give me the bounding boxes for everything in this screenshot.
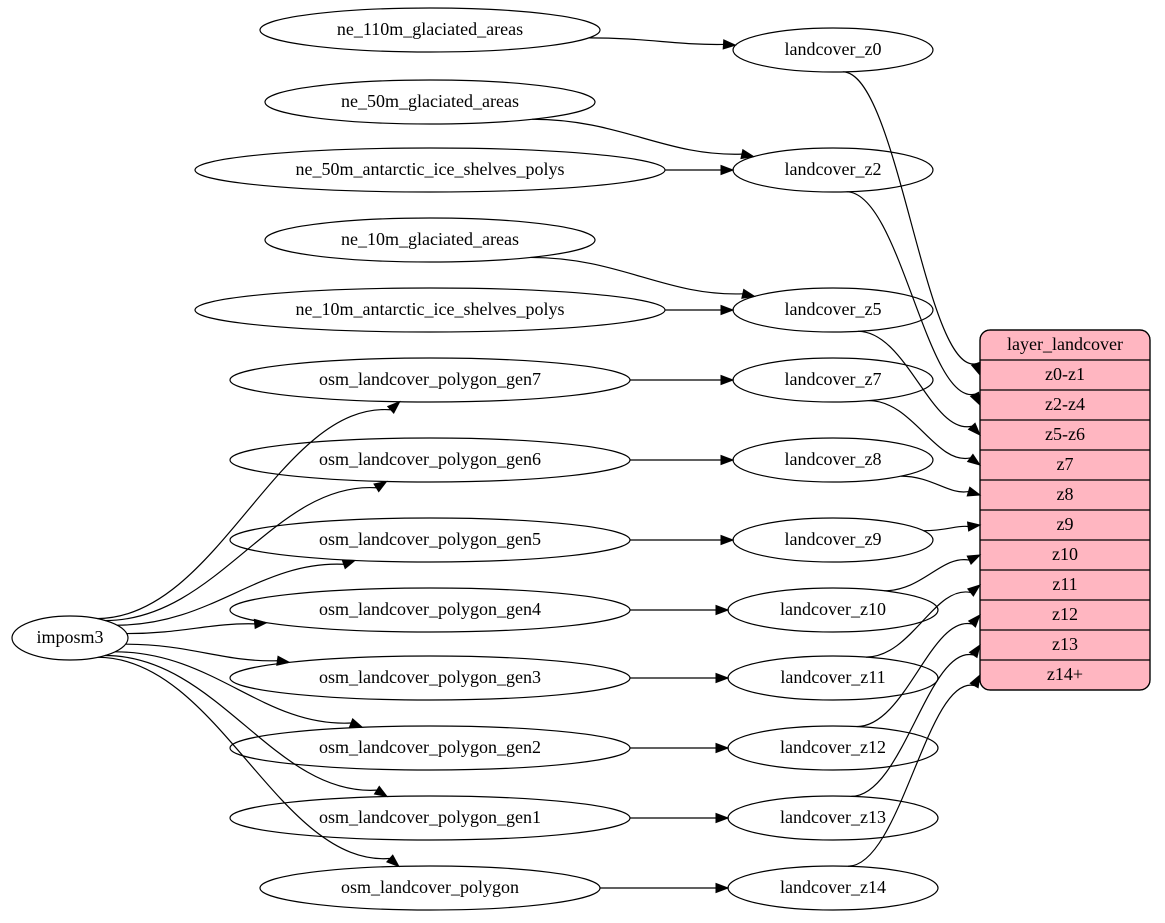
table-row-4: z8 <box>1057 484 1074 504</box>
edge-gen1-z13 <box>630 814 728 823</box>
edge-imposm3-gen7 <box>97 402 400 619</box>
node-gen2: osm_landcover_polygon_gen2 <box>230 726 630 770</box>
edge-gen4-z10 <box>630 606 728 615</box>
node-label-ne50g: ne_50m_glaciated_areas <box>341 91 519 111</box>
node-z9: landcover_z9 <box>733 518 933 562</box>
node-gen5: osm_landcover_polygon_gen5 <box>230 518 630 562</box>
node-z12: landcover_z12 <box>728 726 938 770</box>
node-imposm3: imposm3 <box>12 616 128 660</box>
node-label-z14: landcover_z14 <box>780 877 886 897</box>
table-row-9: z13 <box>1052 634 1078 654</box>
node-z2: landcover_z2 <box>733 148 933 192</box>
node-z5: landcover_z5 <box>733 288 933 332</box>
node-z14: landcover_z14 <box>728 866 938 910</box>
layer-table: layer_landcover z0-z1 z2-z4 z5-z6 z7 z8 z9 z10 z… <box>980 330 1150 690</box>
node-ne50a: ne_50m_antarctic_ice_shelves_polys <box>195 148 665 192</box>
table-row-5: z9 <box>1057 514 1074 534</box>
node-label-z11: landcover_z11 <box>780 667 885 687</box>
node-z8: landcover_z8 <box>733 438 933 482</box>
edge-gen3-z11 <box>630 674 728 683</box>
node-z7: landcover_z7 <box>733 358 933 402</box>
edge-z8-table-row-4 <box>901 476 980 496</box>
diagram-canvas: imposm3 ne_110m_glaciated_areas ne_50m_gla… <box>0 0 1165 923</box>
edge-imposm3-gen4 <box>127 619 267 633</box>
table-row-1: z2-z4 <box>1045 394 1085 414</box>
node-label-imposm3: imposm3 <box>36 627 103 647</box>
node-label-z12: landcover_z12 <box>780 737 886 757</box>
table-row-2: z5-z6 <box>1045 424 1085 444</box>
node-label-z5: landcover_z5 <box>785 299 882 319</box>
edge-gen2-z12 <box>630 744 728 753</box>
node-label-ne10g: ne_10m_glaciated_areas <box>341 229 519 249</box>
node-gen6: osm_landcover_polygon_gen6 <box>230 438 630 482</box>
table-row-10: z14+ <box>1047 664 1083 684</box>
node-label-gen6: osm_landcover_polygon_gen6 <box>319 449 541 469</box>
node-label-z13: landcover_z13 <box>780 807 886 827</box>
table-row-6: z10 <box>1052 544 1078 564</box>
table-row-8: z12 <box>1052 604 1078 624</box>
edge-ne10a-z5 <box>665 306 733 315</box>
edge-ne50a-z2 <box>665 166 733 175</box>
node-gen1: osm_landcover_polygon_gen1 <box>230 796 630 840</box>
node-label-ne110: ne_110m_glaciated_areas <box>337 19 523 39</box>
node-ne110: ne_110m_glaciated_areas <box>260 8 600 52</box>
node-label-gen0: osm_landcover_polygon <box>341 877 519 897</box>
edge-z10-table-row-6 <box>884 555 980 591</box>
table-row-7: z11 <box>1052 574 1077 594</box>
edge-gen6-z8 <box>630 456 733 465</box>
node-label-z2: landcover_z2 <box>785 159 882 179</box>
node-label-gen1: osm_landcover_polygon_gen1 <box>319 807 541 827</box>
node-label-z9: landcover_z9 <box>785 529 882 549</box>
node-gen0: osm_landcover_polygon <box>260 866 600 910</box>
edge-gen5-z9 <box>630 536 733 545</box>
node-label-z10: landcover_z10 <box>780 599 886 619</box>
table-header: layer_landcover <box>1007 334 1123 354</box>
node-z0: landcover_z0 <box>733 28 933 72</box>
node-label-gen5: osm_landcover_polygon_gen5 <box>319 529 541 549</box>
edge-ne110-z0 <box>589 38 736 49</box>
node-ne50g: ne_50m_glaciated_areas <box>265 80 595 124</box>
node-label-ne10a: ne_10m_antarctic_ice_shelves_polys <box>296 299 565 319</box>
node-label-gen2: osm_landcover_polygon_gen2 <box>319 737 541 757</box>
node-label-z7: landcover_z7 <box>785 369 882 389</box>
node-z11: landcover_z11 <box>728 656 938 700</box>
node-label-z8: landcover_z8 <box>785 449 882 469</box>
table-row-3: z7 <box>1057 454 1074 474</box>
node-label-z0: landcover_z0 <box>785 39 882 59</box>
table-row-0: z0-z1 <box>1045 364 1085 384</box>
node-ne10a: ne_10m_antarctic_ice_shelves_polys <box>195 288 665 332</box>
node-z13: landcover_z13 <box>728 796 938 840</box>
node-gen7: osm_landcover_polygon_gen7 <box>230 358 630 402</box>
node-label-ne50a: ne_50m_antarctic_ice_shelves_polys <box>296 159 565 179</box>
node-z10: landcover_z10 <box>728 588 938 632</box>
edge-z9-table-row-5 <box>924 522 980 531</box>
node-gen4: osm_landcover_polygon_gen4 <box>230 588 630 632</box>
node-label-gen4: osm_landcover_polygon_gen4 <box>319 599 541 619</box>
edge-gen0-z14 <box>600 884 728 893</box>
edge-gen7-z7 <box>630 376 733 385</box>
node-label-gen3: osm_landcover_polygon_gen3 <box>319 667 541 687</box>
node-ne10g: ne_10m_glaciated_areas <box>265 218 595 262</box>
node-label-gen7: osm_landcover_polygon_gen7 <box>319 369 541 389</box>
